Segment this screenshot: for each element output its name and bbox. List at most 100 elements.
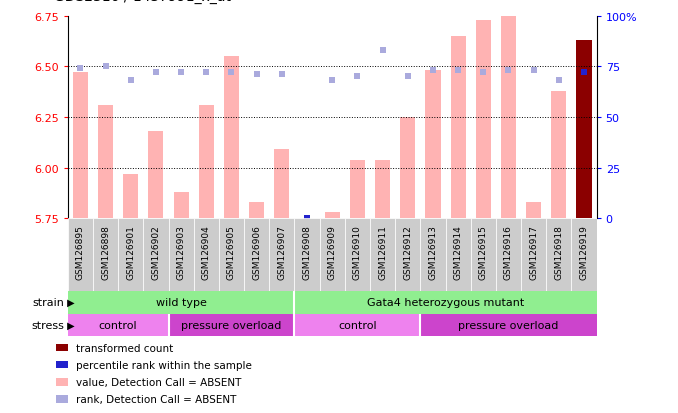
Bar bbox=[501, 17, 516, 219]
Text: ▶: ▶ bbox=[64, 320, 75, 330]
Text: GSM126910: GSM126910 bbox=[353, 225, 362, 280]
Bar bbox=[521, 219, 546, 291]
Bar bbox=[400, 118, 416, 219]
Bar bbox=[350, 160, 365, 219]
Bar bbox=[319, 219, 345, 291]
Bar bbox=[546, 219, 572, 291]
Bar bbox=[98, 106, 113, 219]
Bar bbox=[143, 219, 169, 291]
Bar bbox=[445, 219, 471, 291]
Bar bbox=[56, 361, 68, 368]
Bar bbox=[194, 219, 219, 291]
Text: GSM126909: GSM126909 bbox=[327, 225, 337, 280]
Point bbox=[503, 68, 514, 74]
Text: GSM126907: GSM126907 bbox=[277, 225, 286, 280]
Bar bbox=[219, 219, 244, 291]
Text: GSM126918: GSM126918 bbox=[555, 225, 563, 280]
Bar bbox=[294, 219, 319, 291]
Text: Gata4 heterozygous mutant: Gata4 heterozygous mutant bbox=[367, 297, 524, 308]
Point bbox=[252, 72, 262, 78]
Text: control: control bbox=[99, 320, 138, 330]
Text: wild type: wild type bbox=[156, 297, 207, 308]
Text: GSM126917: GSM126917 bbox=[530, 225, 538, 280]
Bar bbox=[471, 219, 496, 291]
Bar bbox=[325, 213, 340, 219]
Bar bbox=[56, 378, 68, 386]
Point bbox=[553, 78, 564, 85]
Bar bbox=[169, 219, 194, 291]
Bar bbox=[425, 71, 441, 219]
Bar bbox=[174, 192, 188, 219]
Bar bbox=[551, 91, 566, 219]
Bar bbox=[244, 219, 269, 291]
Text: rank, Detection Call = ABSENT: rank, Detection Call = ABSENT bbox=[76, 394, 237, 404]
Bar bbox=[56, 344, 68, 351]
Text: GSM126911: GSM126911 bbox=[378, 225, 387, 280]
Bar bbox=[526, 203, 541, 219]
Text: GSM126901: GSM126901 bbox=[126, 225, 135, 280]
Point bbox=[75, 66, 86, 72]
Text: GSM126913: GSM126913 bbox=[428, 225, 437, 280]
Bar bbox=[375, 160, 390, 219]
Bar bbox=[56, 395, 68, 403]
Bar bbox=[118, 219, 143, 291]
Bar bbox=[169, 314, 294, 337]
Point bbox=[428, 68, 439, 74]
Text: GSM126904: GSM126904 bbox=[202, 225, 211, 279]
Point bbox=[277, 72, 287, 78]
Point bbox=[201, 70, 212, 76]
Text: stress: stress bbox=[32, 320, 64, 330]
Bar bbox=[294, 314, 420, 337]
Bar bbox=[73, 73, 88, 219]
Text: control: control bbox=[338, 320, 377, 330]
Text: GSM126906: GSM126906 bbox=[252, 225, 261, 280]
Bar bbox=[476, 21, 491, 219]
Point bbox=[352, 74, 363, 81]
Bar bbox=[148, 132, 163, 219]
Text: GSM126903: GSM126903 bbox=[177, 225, 186, 280]
Text: percentile rank within the sample: percentile rank within the sample bbox=[76, 360, 252, 370]
Point bbox=[302, 216, 313, 222]
Point bbox=[528, 68, 539, 74]
Text: GSM126915: GSM126915 bbox=[479, 225, 487, 280]
Bar bbox=[572, 219, 597, 291]
Text: GSM126912: GSM126912 bbox=[403, 225, 412, 279]
Text: strain: strain bbox=[33, 297, 64, 308]
Text: pressure overload: pressure overload bbox=[458, 320, 559, 330]
Point bbox=[176, 70, 186, 76]
Text: GSM126902: GSM126902 bbox=[151, 225, 161, 279]
Bar bbox=[395, 219, 420, 291]
Bar bbox=[420, 219, 445, 291]
Point bbox=[100, 64, 111, 71]
Bar bbox=[370, 219, 395, 291]
Text: ▶: ▶ bbox=[64, 297, 75, 308]
Bar bbox=[123, 174, 138, 219]
Bar bbox=[249, 203, 264, 219]
Bar bbox=[93, 219, 118, 291]
Point bbox=[125, 78, 136, 85]
Text: value, Detection Call = ABSENT: value, Detection Call = ABSENT bbox=[76, 377, 241, 387]
Point bbox=[327, 78, 338, 85]
Point bbox=[377, 47, 388, 54]
Bar bbox=[420, 314, 597, 337]
Point bbox=[151, 70, 161, 76]
Text: GSM126919: GSM126919 bbox=[580, 225, 589, 280]
Bar bbox=[345, 219, 370, 291]
Text: transformed count: transformed count bbox=[76, 343, 173, 353]
Point bbox=[402, 74, 413, 81]
Bar bbox=[269, 219, 294, 291]
Text: GSM126898: GSM126898 bbox=[101, 225, 110, 280]
Bar bbox=[576, 41, 592, 219]
Text: GSM126914: GSM126914 bbox=[454, 225, 462, 279]
Point bbox=[578, 70, 589, 76]
Bar bbox=[68, 314, 169, 337]
Bar bbox=[496, 219, 521, 291]
Text: GSM126908: GSM126908 bbox=[302, 225, 311, 280]
Text: GSM126916: GSM126916 bbox=[504, 225, 513, 280]
Bar bbox=[224, 57, 239, 219]
Point bbox=[478, 70, 489, 76]
Text: GSM126895: GSM126895 bbox=[76, 225, 85, 280]
Point bbox=[453, 68, 464, 74]
Text: pressure overload: pressure overload bbox=[181, 320, 281, 330]
Text: GDS2316 / 1437991_x_at: GDS2316 / 1437991_x_at bbox=[54, 0, 231, 4]
